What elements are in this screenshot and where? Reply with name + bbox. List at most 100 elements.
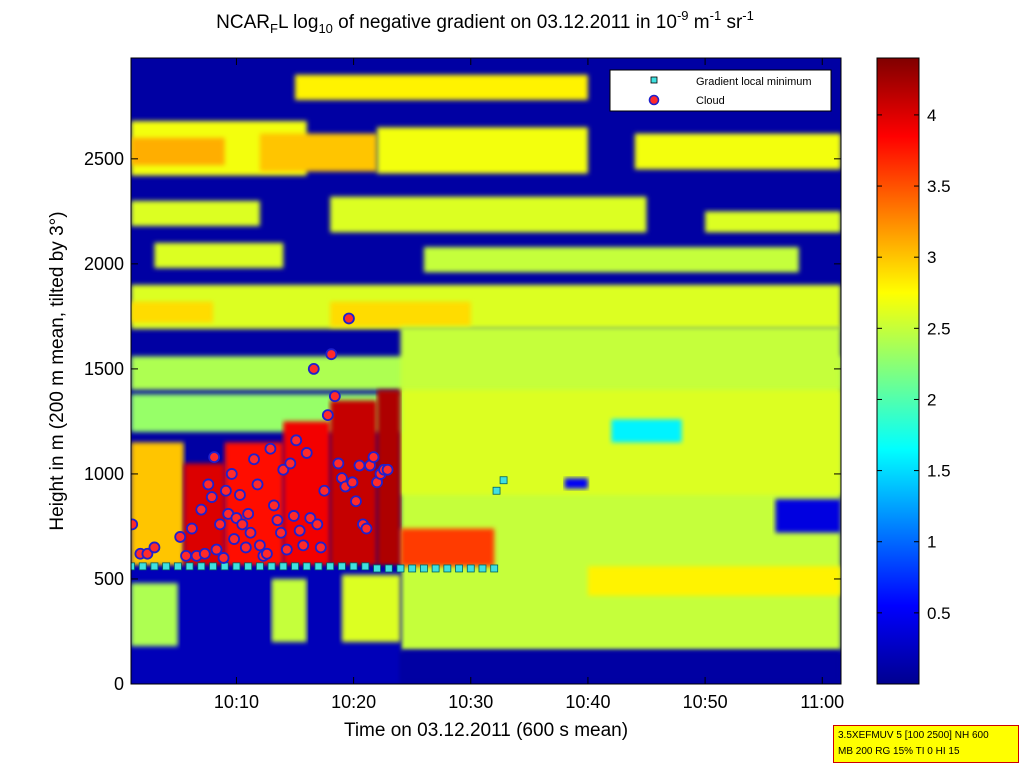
cloud-point <box>242 507 255 520</box>
title-part-4: m <box>688 12 710 33</box>
cloud-point <box>332 457 345 470</box>
cloud-point <box>353 459 366 472</box>
gradient-minimum-point <box>466 564 475 573</box>
heatmap-band-21 <box>775 499 841 533</box>
cloud-point <box>311 518 324 531</box>
title-part-5: sr <box>721 12 743 33</box>
cloud-point <box>360 522 373 535</box>
colorbar-ticks: 0.5 1 1.5 2 2.5 3 3.5 4 <box>877 106 951 623</box>
cloud-point <box>236 518 249 531</box>
cloud-point <box>141 547 154 560</box>
gradient-minimum-point <box>373 564 381 573</box>
title-part-3: of negative gradient on 03.12.2011 in 10 <box>332 12 677 33</box>
cloud-point <box>220 484 232 497</box>
legend-entry-cloud: Cloud <box>696 95 725 107</box>
colorbar-tick-label: 4 <box>927 106 936 125</box>
gradient-minimum-point <box>197 562 206 571</box>
cloud-point <box>277 463 290 476</box>
title-sup-2: -1 <box>709 8 722 23</box>
cloud-point <box>251 478 264 491</box>
colorbar-tick-label: 1 <box>927 533 936 552</box>
x-axis-label: Time on 03.12.2011 (600 s mean) <box>344 720 628 741</box>
cloud-point <box>350 495 362 508</box>
y-tick-label: 0 <box>114 674 124 694</box>
heatmap-band-3 <box>259 133 378 172</box>
gradient-minimum-point <box>492 486 501 495</box>
cloud-point <box>264 442 277 455</box>
gradient-minimum-point <box>431 564 440 573</box>
cloud-point <box>293 524 306 537</box>
cloud-point <box>280 543 293 556</box>
heatmap-band-15 <box>330 301 471 327</box>
cloud-point <box>346 476 359 489</box>
heatmap-band-29 <box>377 389 401 567</box>
cloud-point <box>297 539 310 552</box>
heatmap-band-19 <box>611 419 682 443</box>
gradient-minimum-point <box>478 564 487 573</box>
gradient-minimum-point <box>162 562 171 571</box>
cloud-point <box>253 539 266 552</box>
run-parameters-line-1: 3.5XEFMUV 5 [100 2500] NH 600 <box>838 730 989 741</box>
cloud-point <box>275 526 287 539</box>
title-sup-1: -9 <box>676 8 689 23</box>
heatmap-band-20 <box>564 478 588 489</box>
run-parameters-line-2: MB 200 RG 15% TI 0 HI 15 <box>838 746 960 757</box>
cloud-point <box>271 514 284 527</box>
gradient-minimum-point <box>361 562 370 571</box>
colorbar-gradient <box>876 57 920 685</box>
gradient-minimum-point <box>349 562 358 571</box>
heatmap-band-6 <box>295 74 588 101</box>
colorbar-tick-label: 2.5 <box>927 319 951 338</box>
heatmap-band-9 <box>330 196 647 233</box>
cloud-point <box>239 541 252 554</box>
heatmap-band-10 <box>705 211 841 233</box>
gradient-minimum-point <box>279 562 288 571</box>
heatmap-band-30 <box>400 528 495 567</box>
cloud-point <box>300 447 313 459</box>
cloud-point <box>214 518 226 531</box>
legend-entry-gradient-minimum: Gradient local minimum <box>696 76 812 88</box>
gradient-minimum-point <box>291 562 299 571</box>
y-tick-label: 1500 <box>84 359 124 379</box>
cloud-point <box>367 451 380 464</box>
colorbar-tick-label: 2 <box>927 390 936 409</box>
cloud-point <box>287 510 300 522</box>
cloud-point <box>210 543 223 556</box>
colorbar-tick-label: 3 <box>927 248 936 267</box>
cloud-point <box>205 491 218 503</box>
gradient-minimum-point <box>185 562 194 571</box>
legend-circle-marker <box>648 94 660 106</box>
cloud-point <box>234 489 246 501</box>
legend-square-marker <box>650 76 658 84</box>
x-axis: 10:10 10:20 10:30 10:40 10:50 11:00 <box>214 58 844 712</box>
gradient-minimum-point <box>490 564 499 573</box>
cloud-series <box>131 312 394 564</box>
cloud-point <box>186 522 198 535</box>
heatmap-band-12 <box>423 247 799 273</box>
cloud-point <box>381 463 394 476</box>
gradient-minimum-point <box>173 562 182 571</box>
x-tick-label: 10:10 <box>214 692 259 712</box>
gradient-minimum-point <box>337 562 346 571</box>
heatmap-band-8 <box>131 200 260 227</box>
heatmap-band-32 <box>131 583 178 647</box>
chart-title: NCARFL log10 of negative gradient on 03.… <box>0 8 970 36</box>
gradient-minimum-point <box>232 562 241 571</box>
title-sub-1: F <box>269 21 278 36</box>
cloud-point <box>202 478 215 491</box>
cloud-point <box>328 390 341 403</box>
x-tick-label: 10:20 <box>331 692 376 712</box>
x-tick-label: 10:40 <box>565 692 610 712</box>
cloud-point <box>268 499 280 512</box>
heatmap-band-22 <box>587 566 841 596</box>
title-sup-3: -1 <box>742 8 754 23</box>
title-part-2: L log <box>277 12 319 33</box>
gradient-minimum-point <box>138 562 147 571</box>
heatmap-band-33 <box>271 578 307 642</box>
gradient-minimum-point <box>209 562 217 571</box>
title-part-1: NCAR <box>216 12 270 33</box>
cloud-point <box>131 518 139 531</box>
gradient-minimum-point <box>384 564 393 573</box>
gradient-minimum-point <box>408 564 417 573</box>
